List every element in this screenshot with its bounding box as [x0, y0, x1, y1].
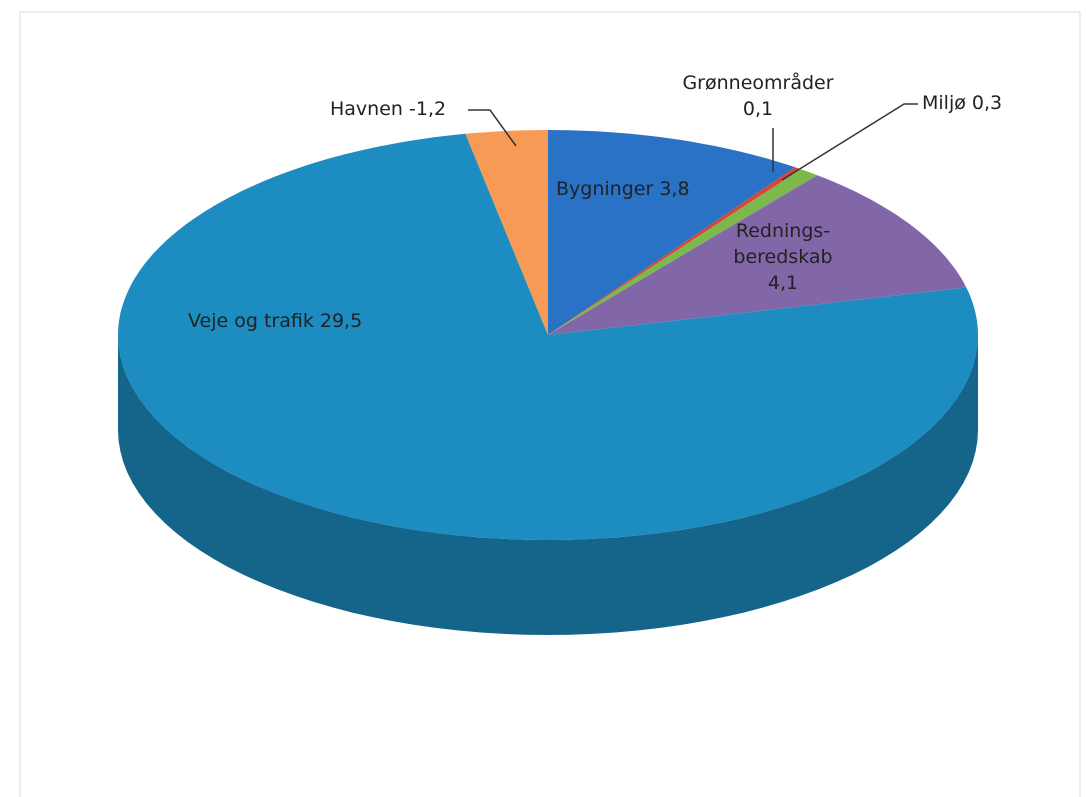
value-label: 0,1: [742, 98, 774, 120]
value-label: -1,2: [409, 98, 447, 120]
data-label: Rednings-beredskab 4,1: [718, 218, 848, 296]
value-label: 0,3: [971, 92, 1003, 114]
data-label: Bygninger 3,8: [556, 176, 736, 202]
category-label: Miljø: [922, 92, 966, 114]
value-label: 4,1: [767, 272, 799, 294]
data-label: Miljø 0,3: [922, 90, 1052, 116]
pie: [118, 130, 978, 635]
slice: [548, 130, 796, 335]
value-label: 29,5: [319, 310, 363, 332]
data-label: Havnen -1,2: [330, 96, 480, 122]
slice: [548, 175, 967, 335]
category-label: Bygninger: [556, 178, 654, 200]
data-label: Veje og trafik 29,5: [188, 308, 448, 334]
slice: [548, 167, 801, 335]
category-label: Grønneområder: [682, 72, 834, 94]
category-label: Havnen: [330, 98, 403, 120]
frame: [19, 11, 1081, 797]
category-label: Rednings-beredskab: [733, 220, 833, 268]
data-label: Grønneområder 0,1: [668, 70, 848, 122]
slice-side: [118, 335, 978, 635]
category-label: Veje og trafik: [188, 310, 314, 332]
leader-line: [468, 109, 517, 147]
slice: [465, 130, 548, 335]
slice: [548, 169, 818, 335]
leader-line: [781, 103, 918, 181]
slice: [118, 133, 978, 541]
value-label: 3,8: [659, 178, 690, 200]
